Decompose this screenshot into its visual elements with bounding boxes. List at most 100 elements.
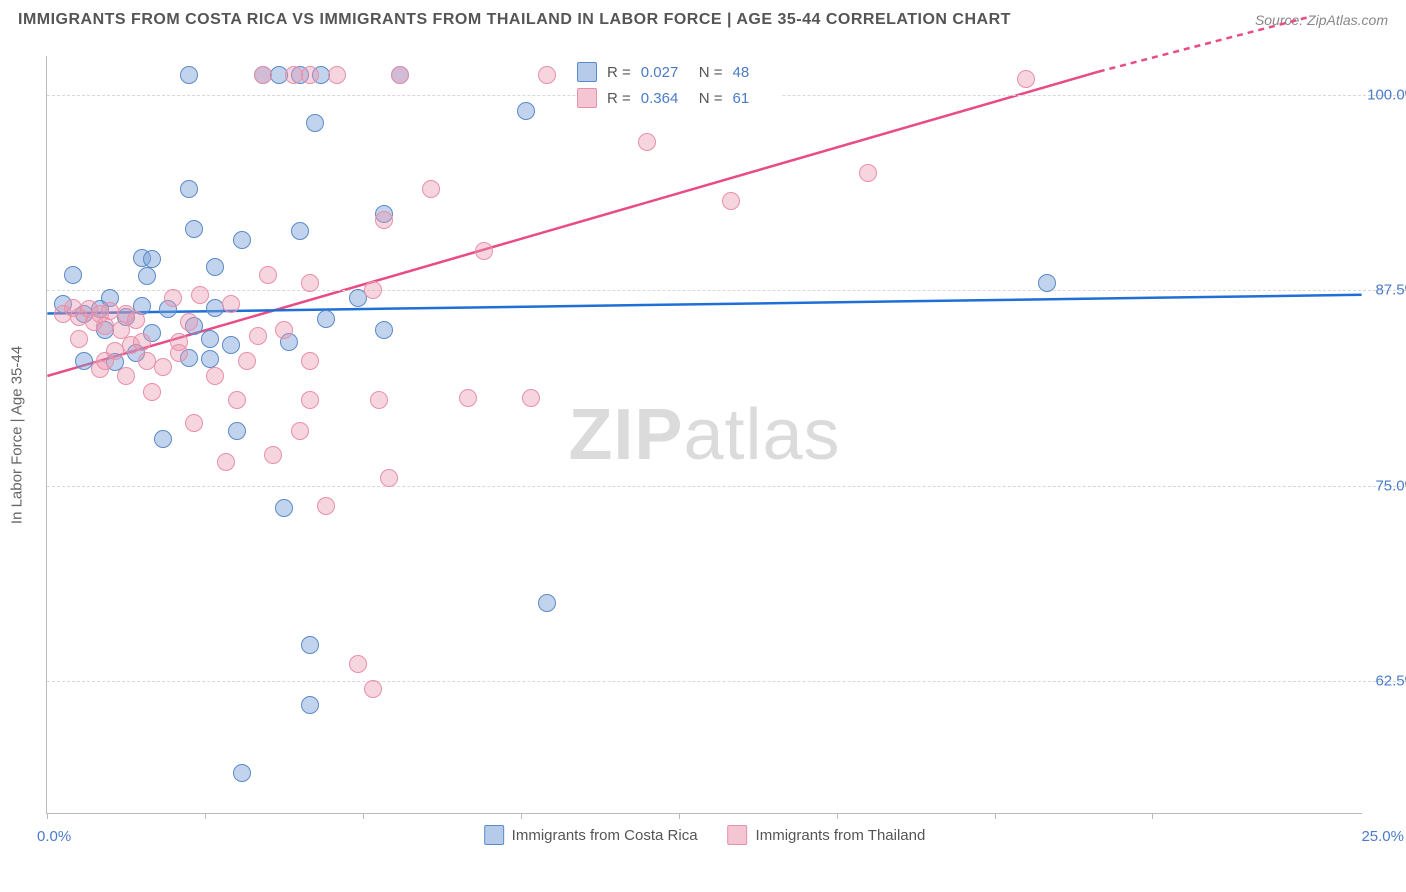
data-point [380,469,398,487]
data-point [70,330,88,348]
data-point [522,389,540,407]
data-point [191,286,209,304]
data-point [391,66,409,84]
data-point [228,422,246,440]
data-point [317,497,335,515]
x-max-label: 25.0% [1361,828,1404,845]
stats-row-costarica: R = 0.027 N = 48 [577,59,781,85]
x-tick [679,813,680,819]
data-point [91,360,109,378]
data-point [301,391,319,409]
data-point [291,222,309,240]
legend-item-thailand: Immigrants from Thailand [728,825,926,845]
data-point [459,389,477,407]
data-point [154,358,172,376]
data-point [228,391,246,409]
data-point [859,164,877,182]
series-legend: Immigrants from Costa Rica Immigrants fr… [484,825,926,845]
x-tick [837,813,838,819]
y-tick-label: 62.5% [1375,673,1406,690]
data-point [301,636,319,654]
x-tick [205,813,206,819]
data-point [127,311,145,329]
data-point [143,383,161,401]
data-point [170,333,188,351]
data-point [722,192,740,210]
legend-swatch-pink [728,825,748,845]
data-point [475,242,493,260]
legend-swatch-blue [484,825,504,845]
x-tick [363,813,364,819]
data-point [206,258,224,276]
data-point [185,220,203,238]
data-point [264,446,282,464]
data-point [301,352,319,370]
data-point [180,180,198,198]
data-point [201,350,219,368]
chart-title: IMMIGRANTS FROM COSTA RICA VS IMMIGRANTS… [18,11,1011,29]
data-point [349,655,367,673]
legend-label-thailand: Immigrants from Thailand [756,827,926,844]
n-label: N = [699,90,723,107]
data-point [275,321,293,339]
data-point [301,274,319,292]
data-point [517,102,535,120]
data-point [185,414,203,432]
data-point [233,764,251,782]
data-point [638,133,656,151]
data-point [364,680,382,698]
data-point [222,295,240,313]
r-value-pink: 0.364 [641,90,689,107]
r-label: R = [607,64,631,81]
x-min-label: 0.0% [37,828,71,845]
data-point [164,289,182,307]
scatter-plot: In Labor Force | Age 35-44 ZIPatlas 100.… [46,56,1362,814]
data-point [301,66,319,84]
data-point [117,367,135,385]
data-point [201,330,219,348]
x-tick [1152,813,1153,819]
n-value-blue: 48 [733,64,781,81]
data-point [538,594,556,612]
data-point [249,327,267,345]
data-point [301,696,319,714]
y-tick-label: 75.0% [1375,477,1406,494]
source-label: Source: ZipAtlas.com [1255,12,1388,28]
data-point [1017,70,1035,88]
legend-swatch-pink [577,88,597,108]
data-point [375,321,393,339]
y-tick-label: 100.0% [1367,87,1406,104]
data-point [154,430,172,448]
data-point [370,391,388,409]
x-tick [995,813,996,819]
legend-swatch-blue [577,62,597,82]
watermark-atlas: atlas [683,395,840,475]
data-point [180,66,198,84]
data-point [238,352,256,370]
data-point [254,66,272,84]
data-point [375,211,393,229]
data-point [143,250,161,268]
x-tick [521,813,522,819]
trend-line [47,295,1361,314]
data-point [306,114,324,132]
data-point [1038,274,1056,292]
data-point [133,333,151,351]
r-label: R = [607,90,631,107]
data-point [233,231,251,249]
data-point [259,266,277,284]
watermark: ZIPatlas [568,394,840,476]
legend-label-costarica: Immigrants from Costa Rica [512,827,698,844]
y-axis-title: In Labor Force | Age 35-44 [9,345,26,523]
watermark-zip: ZIP [568,395,683,475]
data-point [317,310,335,328]
n-value-pink: 61 [733,90,781,107]
stats-legend: R = 0.027 N = 48 R = 0.364 N = 61 [577,59,781,111]
data-point [217,453,235,471]
data-point [222,336,240,354]
data-point [206,367,224,385]
x-tick [47,813,48,819]
n-label: N = [699,64,723,81]
stats-row-thailand: R = 0.364 N = 61 [577,85,781,111]
data-point [328,66,346,84]
